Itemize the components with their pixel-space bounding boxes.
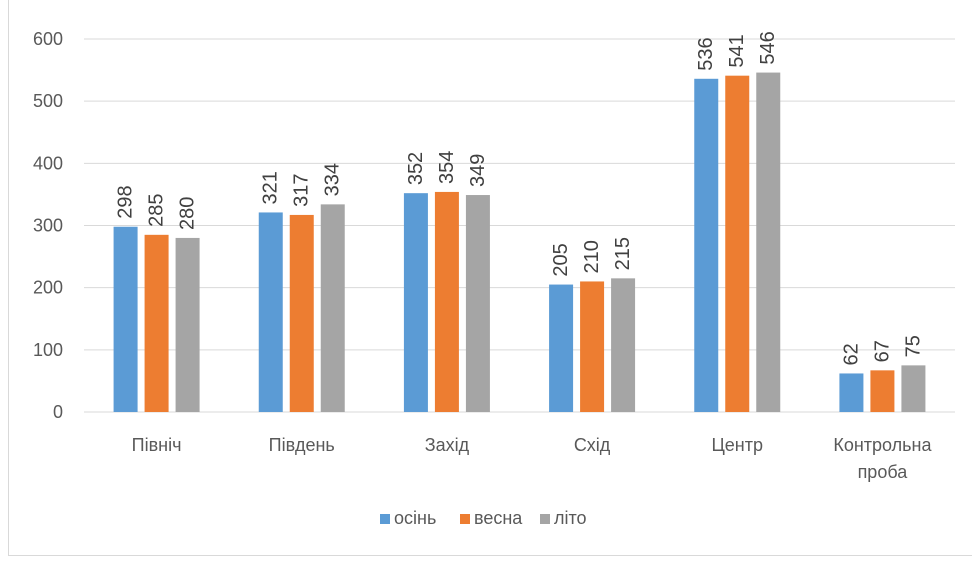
bar	[549, 284, 574, 412]
y-tick-label: 600	[33, 29, 63, 49]
bar	[725, 75, 750, 412]
chart-frame	[8, 0, 972, 556]
x-tick-label: проба	[858, 462, 909, 482]
data-labels: 298 285 280 321 317 334 352 354 349 205 210 215 536 5…	[115, 31, 925, 365]
data-label: 317	[291, 174, 313, 207]
x-tick-label: Захід	[425, 435, 470, 455]
data-label: 280	[177, 197, 199, 230]
bar	[258, 212, 283, 412]
data-label: 67	[871, 340, 893, 362]
bar	[611, 278, 636, 412]
x-tick-label: Схід	[574, 435, 611, 455]
grid-lines	[84, 38, 955, 413]
bar	[289, 214, 314, 412]
bar	[901, 365, 926, 412]
legend: осінь весна літо	[380, 508, 587, 528]
data-label: 285	[146, 193, 168, 226]
bar	[694, 78, 719, 412]
data-label: 205	[550, 243, 572, 276]
y-tick-label: 100	[33, 340, 63, 360]
bar	[434, 191, 459, 412]
data-label: 541	[726, 34, 748, 67]
bar	[756, 72, 781, 412]
y-tick-label: 300	[33, 216, 63, 236]
bar	[580, 281, 605, 412]
legend-swatch	[460, 514, 470, 524]
y-axis: 0 100 200 300 400 500 600	[33, 29, 63, 422]
data-label: 321	[260, 171, 282, 204]
bar	[320, 204, 345, 412]
x-axis: Північ Південь Захід Схід Центр Контрольна про…	[132, 435, 933, 482]
data-label: 536	[695, 37, 717, 70]
legend-label: осінь	[394, 508, 436, 528]
x-tick-label: Центр	[711, 435, 763, 455]
data-label: 546	[757, 31, 779, 64]
data-label: 354	[436, 151, 458, 184]
bar	[175, 237, 200, 412]
bar	[113, 226, 138, 412]
bar	[144, 234, 169, 412]
data-label: 75	[902, 335, 924, 357]
data-label: 210	[581, 240, 603, 273]
y-tick-label: 200	[33, 278, 63, 298]
x-tick-label: Північ	[132, 435, 182, 455]
legend-label: весна	[474, 508, 523, 528]
bar	[870, 370, 895, 412]
bar	[465, 195, 490, 412]
legend-swatch	[380, 514, 390, 524]
data-label: 215	[612, 237, 634, 270]
y-tick-label: 0	[53, 402, 63, 422]
data-label: 298	[115, 185, 137, 218]
data-label: 349	[467, 154, 489, 187]
bar	[839, 373, 864, 412]
data-label: 62	[840, 343, 862, 365]
bar	[403, 193, 428, 412]
data-label: 334	[322, 163, 344, 196]
y-tick-label: 500	[33, 91, 63, 111]
legend-label: літо	[554, 508, 587, 528]
bars	[113, 72, 926, 412]
data-label: 352	[405, 152, 427, 185]
x-tick-label: Південь	[269, 435, 335, 455]
legend-swatch	[540, 514, 550, 524]
y-tick-label: 400	[33, 153, 63, 173]
x-tick-label: Контрольна	[833, 435, 932, 455]
